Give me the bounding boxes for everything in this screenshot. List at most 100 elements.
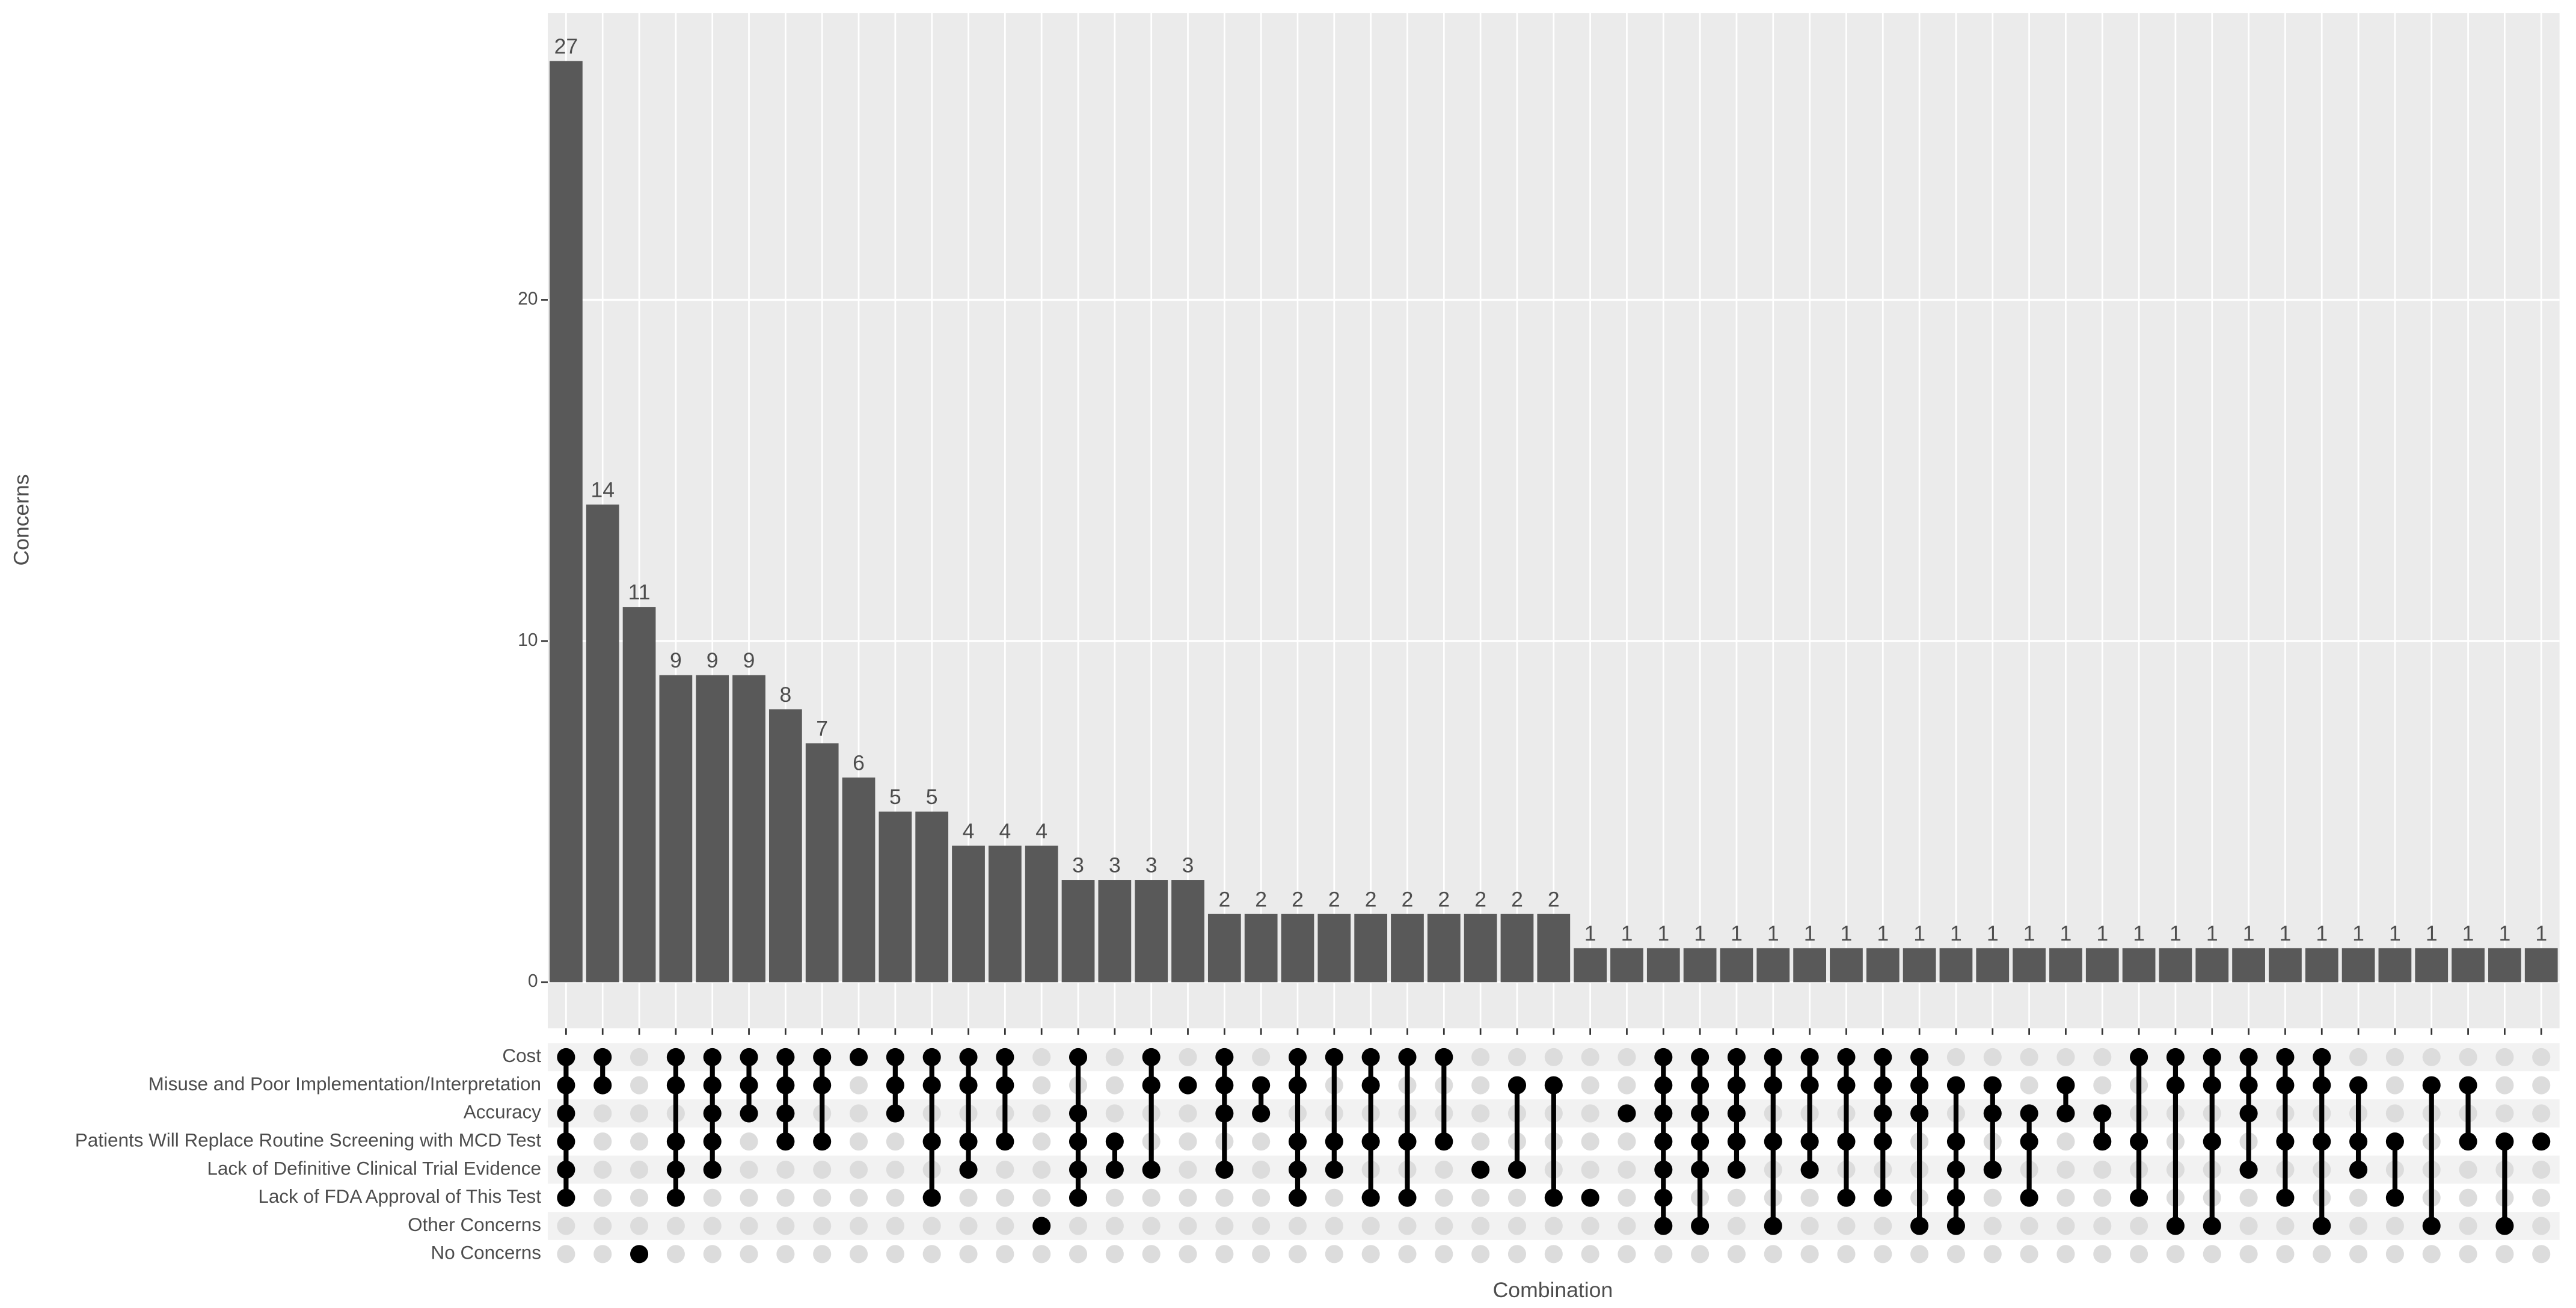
member-dot bbox=[2532, 1132, 2551, 1151]
empty-dot bbox=[2495, 1048, 2514, 1066]
member-dot bbox=[1069, 1188, 1088, 1207]
member-dot bbox=[2459, 1076, 2477, 1095]
member-dot bbox=[1544, 1076, 1563, 1095]
empty-dot bbox=[776, 1188, 795, 1207]
bar bbox=[1171, 880, 1204, 983]
set-label: Lack of FDA Approval of This Test bbox=[258, 1186, 541, 1207]
empty-dot bbox=[2166, 1245, 2185, 1263]
empty-dot bbox=[1252, 1160, 1271, 1179]
empty-dot bbox=[2056, 1217, 2075, 1235]
member-dot bbox=[959, 1160, 978, 1179]
member-dot bbox=[2203, 1132, 2221, 1151]
bar-label: 1 bbox=[2243, 921, 2255, 945]
member-dot bbox=[1252, 1104, 1271, 1123]
member-dot bbox=[740, 1048, 758, 1066]
empty-dot bbox=[996, 1188, 1014, 1207]
bar-label: 1 bbox=[1621, 921, 1633, 945]
member-dot bbox=[849, 1048, 868, 1066]
empty-dot bbox=[1654, 1245, 1673, 1263]
empty-dot bbox=[2459, 1188, 2477, 1207]
member-dot bbox=[2239, 1160, 2258, 1179]
member-dot bbox=[2130, 1048, 2148, 1066]
bar-label: 1 bbox=[2389, 921, 2401, 945]
member-dot bbox=[2020, 1188, 2038, 1207]
empty-dot bbox=[1507, 1048, 1527, 1066]
member-dot bbox=[1764, 1076, 1782, 1095]
empty-dot bbox=[740, 1245, 758, 1263]
member-dot bbox=[1142, 1048, 1161, 1066]
member-dot bbox=[2203, 1217, 2221, 1235]
empty-dot bbox=[2093, 1048, 2112, 1066]
member-dot bbox=[703, 1132, 722, 1151]
bar-label: 9 bbox=[707, 648, 719, 672]
member-dot bbox=[557, 1160, 575, 1179]
member-dot bbox=[1215, 1076, 1234, 1095]
empty-dot bbox=[593, 1132, 612, 1151]
member-dot bbox=[1288, 1048, 1307, 1066]
member-dot bbox=[593, 1076, 612, 1095]
member-dot bbox=[1837, 1048, 1856, 1066]
member-dot bbox=[1946, 1160, 1965, 1179]
bar bbox=[1025, 846, 1058, 983]
empty-dot bbox=[849, 1076, 868, 1095]
member-dot bbox=[2093, 1104, 2112, 1123]
empty-dot bbox=[2239, 1217, 2258, 1235]
empty-dot bbox=[1215, 1245, 1234, 1263]
member-dot bbox=[1654, 1160, 1673, 1179]
empty-dot bbox=[630, 1188, 649, 1207]
bar-label: 1 bbox=[1767, 921, 1779, 945]
empty-dot bbox=[1581, 1160, 1599, 1179]
member-dot bbox=[1874, 1076, 1892, 1095]
member-dot bbox=[2313, 1048, 2331, 1066]
empty-dot bbox=[1946, 1245, 1965, 1263]
empty-dot bbox=[2056, 1132, 2075, 1151]
member-dot bbox=[1910, 1048, 1929, 1066]
bar-label: 27 bbox=[554, 34, 578, 58]
empty-dot bbox=[703, 1188, 722, 1207]
empty-dot bbox=[703, 1245, 722, 1263]
member-dot bbox=[2385, 1188, 2404, 1207]
bar bbox=[2195, 948, 2229, 983]
bar-label: 11 bbox=[628, 580, 651, 604]
member-dot bbox=[1983, 1076, 2002, 1095]
member-dot bbox=[776, 1076, 795, 1095]
empty-dot bbox=[2349, 1048, 2368, 1066]
bar-label: 2 bbox=[1402, 887, 1414, 911]
empty-dot bbox=[2532, 1076, 2551, 1095]
empty-dot bbox=[1032, 1076, 1051, 1095]
member-dot bbox=[1764, 1217, 1782, 1235]
empty-dot bbox=[630, 1048, 649, 1066]
empty-dot bbox=[1105, 1048, 1124, 1066]
member-dot bbox=[2130, 1188, 2148, 1207]
empty-dot bbox=[2385, 1048, 2404, 1066]
member-dot bbox=[1288, 1132, 1307, 1151]
empty-dot bbox=[557, 1245, 575, 1263]
member-dot bbox=[666, 1132, 685, 1151]
empty-dot bbox=[2532, 1104, 2551, 1123]
set-label: No Concerns bbox=[431, 1242, 541, 1263]
bar-label: 2 bbox=[1438, 887, 1450, 911]
member-dot bbox=[1837, 1132, 1856, 1151]
member-dot bbox=[1361, 1076, 1380, 1095]
member-dot bbox=[1691, 1076, 1710, 1095]
empty-dot bbox=[849, 1188, 868, 1207]
y-tick-label: 20 bbox=[518, 289, 538, 309]
member-dot bbox=[1215, 1160, 1234, 1179]
bar bbox=[1793, 948, 1826, 983]
member-dot bbox=[1691, 1160, 1710, 1179]
empty-dot bbox=[849, 1104, 868, 1123]
member-dot bbox=[1544, 1188, 1563, 1207]
empty-dot bbox=[630, 1160, 649, 1179]
empty-dot bbox=[2459, 1048, 2477, 1066]
empty-dot bbox=[2093, 1076, 2112, 1095]
bar bbox=[988, 846, 1022, 983]
y-tick-label: 0 bbox=[528, 971, 538, 991]
member-dot bbox=[1142, 1160, 1161, 1179]
empty-dot bbox=[1032, 1104, 1051, 1123]
bar bbox=[2452, 948, 2485, 983]
empty-dot bbox=[1471, 1245, 1490, 1263]
empty-dot bbox=[1435, 1160, 1453, 1179]
empty-dot bbox=[1983, 1245, 2002, 1263]
bar bbox=[1281, 913, 1314, 983]
member-dot bbox=[1361, 1188, 1380, 1207]
